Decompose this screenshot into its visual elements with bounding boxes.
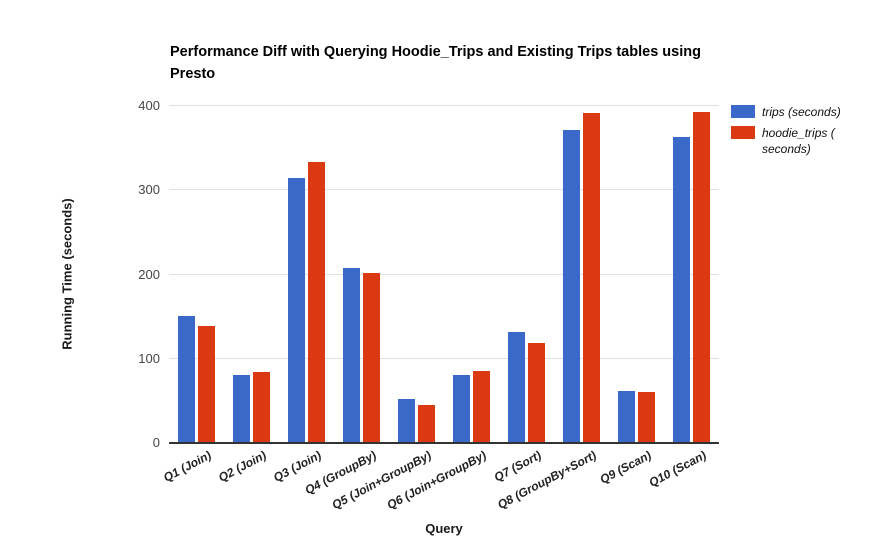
bar-trips-q9	[618, 391, 635, 442]
y-tick-0: 0	[152, 435, 160, 450]
bar-hoodie-trips-q7	[528, 343, 545, 442]
x-tick-q10: Q10 (Scan)	[646, 448, 709, 490]
bar-trips-q2	[233, 374, 250, 442]
legend-swatch-trips	[731, 105, 755, 118]
bar-trips-q10	[673, 137, 690, 442]
bar-trips-q4	[343, 267, 360, 442]
bar-hoodie-trips-q3	[308, 162, 325, 442]
legend-item-hoodie-trips: hoodie_trips ( seconds)	[731, 125, 874, 157]
bar-trips-q8	[563, 130, 580, 442]
bar-hoodie-trips-q10	[693, 111, 710, 442]
x-tick-q5: Q5 (Join+GroupBy)	[329, 448, 434, 513]
gridline-300	[169, 189, 719, 191]
bar-hoodie-trips-q8	[583, 113, 600, 442]
y-tick-300: 300	[138, 182, 160, 198]
legend-swatch-hoodie-trips	[731, 126, 755, 139]
x-tick-q8: Q8 (GroupBy+Sort)	[494, 448, 599, 512]
legend-label-hoodie-trips: hoodie_trips ( seconds)	[762, 126, 835, 156]
legend-item-trips: trips (seconds)	[731, 104, 874, 120]
bar-hoodie-trips-q2	[253, 372, 270, 442]
gridline-200	[169, 273, 719, 275]
x-tick-q6: Q6 (Join+GroupBy)	[384, 448, 489, 513]
y-tick-200: 200	[138, 266, 160, 282]
bar-hoodie-trips-q4	[363, 272, 380, 442]
chart-title: Performance Diff with Querying Hoodie_Tr…	[170, 44, 701, 82]
bar-trips-q1	[178, 315, 195, 442]
y-tick-100: 100	[138, 350, 160, 366]
bar-hoodie-trips-q6	[473, 371, 490, 442]
bar-hoodie-trips-q1	[198, 325, 215, 442]
x-tick-q9: Q9 (Scan)	[597, 448, 654, 487]
y-axis-title: Running Time (seconds)	[59, 198, 75, 350]
bar-trips-q5	[398, 399, 415, 442]
x-tick-q2: Q2 (Join)	[215, 448, 269, 485]
bar-hoodie-trips-q9	[638, 392, 655, 442]
legend: trips (seconds) hoodie_trips ( seconds)	[731, 104, 874, 162]
legend-label-trips: trips (seconds)	[762, 105, 841, 119]
x-axis-title: Query	[425, 521, 463, 536]
gridline-100	[169, 357, 719, 359]
x-tick-q1: Q1 (Join)	[160, 448, 214, 485]
bar-trips-q6	[453, 374, 470, 442]
gridline-400	[169, 105, 719, 106]
bar-trips-q3	[288, 178, 305, 442]
bar-hoodie-trips-q5	[418, 404, 435, 442]
plot-area	[169, 105, 719, 444]
bar-trips-q7	[508, 332, 525, 442]
y-tick-400: 400	[138, 98, 160, 113]
